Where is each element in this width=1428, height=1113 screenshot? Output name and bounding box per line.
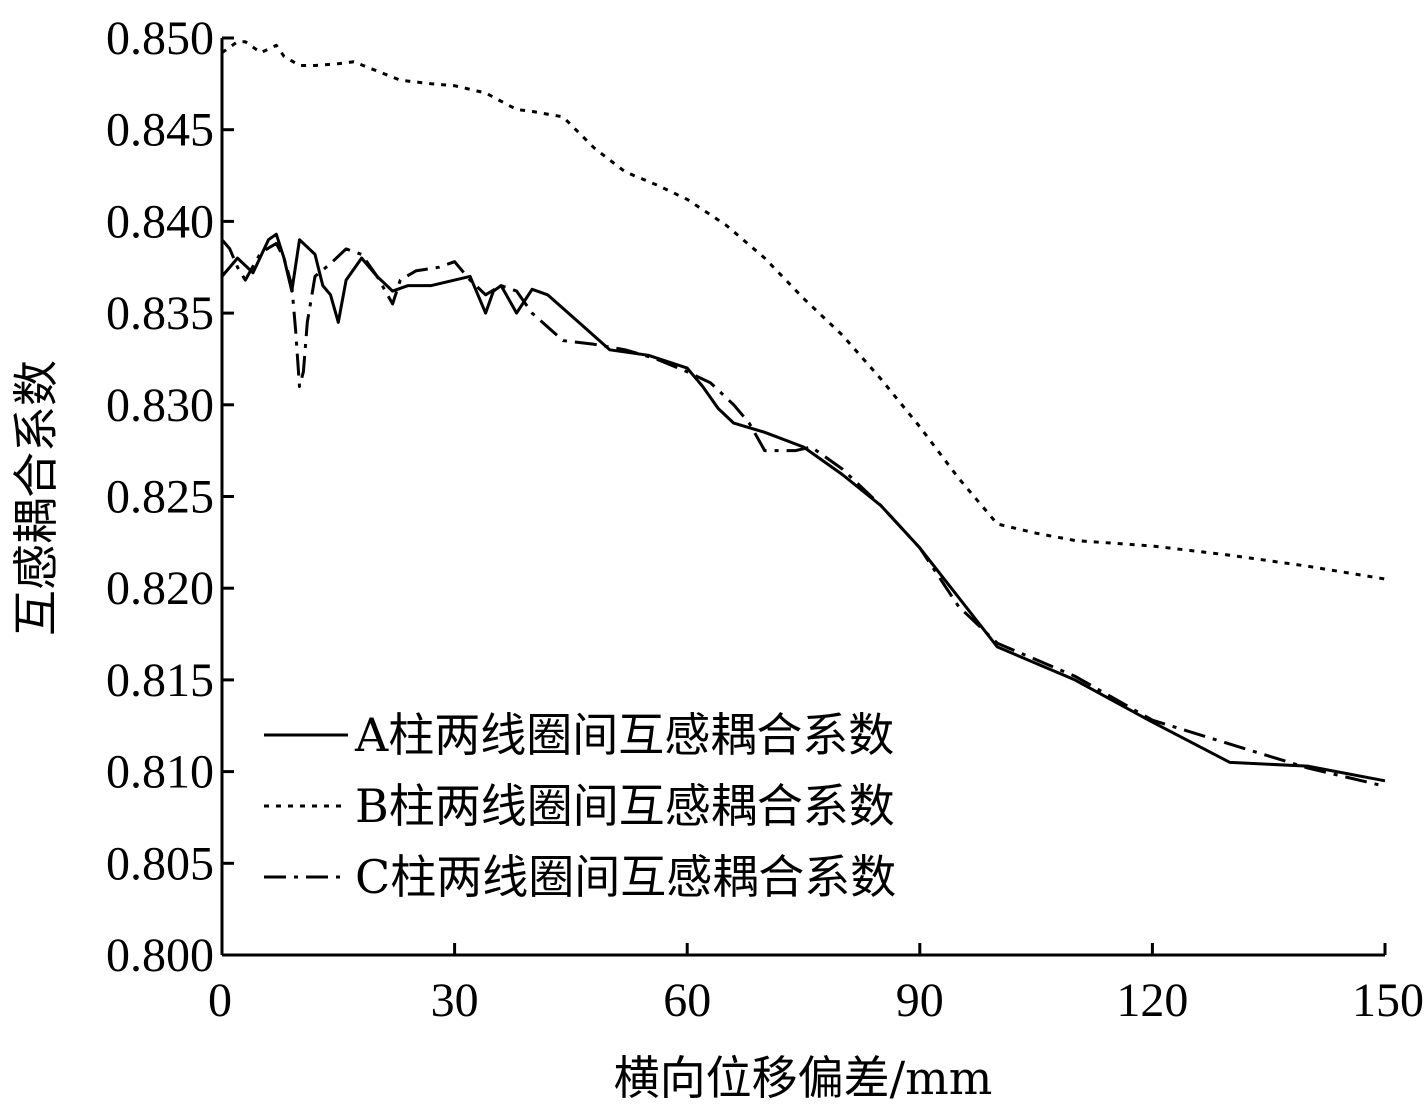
series-layer — [220, 40, 1386, 788]
y-tick-label: 0.805 — [106, 837, 214, 890]
x-tick-label: 150 — [1352, 974, 1424, 1027]
y-tick-label: 0.820 — [106, 562, 214, 615]
y-tick-label: 0.850 — [106, 12, 214, 65]
legend-label-a: A柱两线圈间互感耦合系数 — [354, 708, 894, 762]
y-tick-label: 0.840 — [106, 195, 214, 248]
y-tick-label: 0.810 — [106, 746, 214, 799]
x-tick-label: 60 — [663, 974, 711, 1027]
y-tick-label: 0.825 — [106, 471, 214, 524]
x-tick-label: 30 — [431, 974, 479, 1027]
series-c-line — [220, 238, 1386, 788]
y-tick-label: 0.800 — [106, 929, 214, 982]
y-axis-title: 互感耦合系数 — [9, 360, 63, 636]
legend-item-b: B柱两线圈间互感耦合系数 — [264, 779, 895, 833]
x-axis-title: 横向位移偏差/mm — [614, 1051, 993, 1105]
y-tick-label: 0.830 — [106, 379, 214, 432]
series-a-line — [220, 232, 1386, 783]
legend-item-c: C柱两线圈间互感耦合系数 — [264, 850, 896, 904]
series-b-line — [221, 40, 1386, 581]
x-tick-label: 90 — [896, 974, 944, 1027]
legend-label-b: B柱两线圈间互感耦合系数 — [355, 779, 895, 833]
legend: A柱两线圈间互感耦合系数 B柱两线圈间互感耦合系数 C柱两线圈间互感耦合系数 — [264, 708, 896, 904]
y-tick-label: 0.845 — [106, 104, 214, 157]
legend-label-c: C柱两线圈间互感耦合系数 — [355, 850, 896, 904]
y-tick-label: 0.815 — [106, 654, 214, 707]
x-ticks: 0 30 60 90 120 150 — [208, 943, 1424, 1027]
x-tick-label: 0 — [208, 974, 232, 1027]
y-ticks: 0.800 0.805 0.810 0.815 0.820 0.825 0.830 0.835… — [106, 12, 234, 982]
legend-item-a: A柱两线圈间互感耦合系数 — [264, 708, 894, 762]
y-tick-label: 0.835 — [106, 287, 214, 340]
x-tick-label: 120 — [1116, 974, 1188, 1027]
